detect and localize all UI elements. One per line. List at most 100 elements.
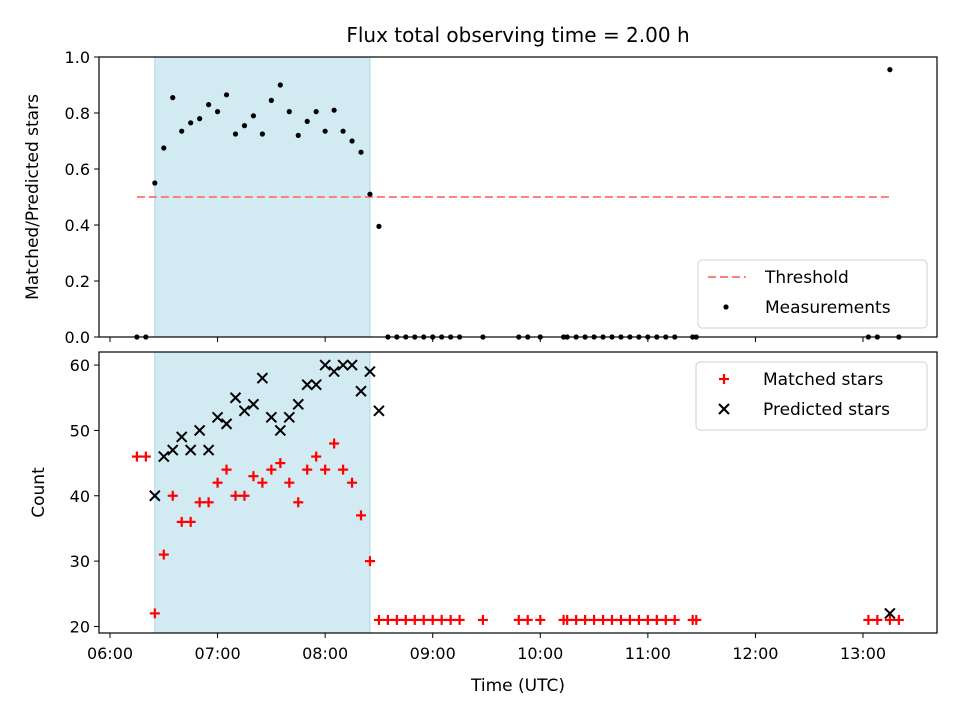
predicted-star-marker — [202, 444, 215, 456]
legend-measurements-label: Measurements — [765, 298, 891, 318]
legend-threshold-label: Threshold — [764, 268, 849, 288]
top-axes-frame — [98, 56, 938, 338]
top-y-tick-label: 0.0 — [65, 328, 90, 347]
top-panel: 0.0 0.2 0.4 0.6 0.8 1.0 Threshold Measurements — [65, 48, 938, 347]
predicted-star-marker — [319, 359, 331, 371]
measurement-point — [197, 116, 203, 122]
matched-star-marker — [624, 614, 635, 625]
measurement-point — [304, 118, 310, 124]
measurement-point — [331, 107, 337, 113]
measurement-point — [268, 97, 274, 103]
x-tick-label: 12:00 — [732, 644, 778, 663]
predicted-star-marker — [355, 385, 367, 397]
bottom-y-tick-label: 60 — [70, 356, 90, 375]
top-y-tick-label: 0.2 — [65, 272, 90, 291]
matched-star-marker — [302, 464, 313, 475]
legend-predicted-swatch — [718, 403, 730, 415]
matched-star-marker — [239, 490, 250, 501]
top-y-axis-label: Matched/Predicted stars — [23, 94, 43, 300]
x-tick-label: 09:00 — [410, 644, 456, 663]
matched-star-marker — [872, 614, 883, 625]
matched-star-marker — [562, 614, 573, 625]
x-tick-label: 08:00 — [302, 644, 348, 663]
measurement-point — [161, 145, 167, 151]
matched-star-marker — [691, 614, 702, 625]
matched-star-marker — [293, 497, 304, 508]
matched-star-marker — [275, 458, 286, 469]
matched-star-marker — [194, 497, 205, 508]
predicted-star-marker — [167, 444, 179, 456]
measurement-point — [214, 109, 221, 115]
matched-star-marker — [513, 614, 524, 625]
x-tick-label: 07:00 — [195, 644, 241, 663]
predicted-star-marker — [274, 424, 287, 437]
bottom-legend-box — [695, 361, 928, 431]
measurement-point — [313, 109, 319, 115]
matched-star-marker — [580, 614, 591, 625]
bottom-shaded-interval — [154, 351, 371, 634]
bottom-y-axis-label: Count — [29, 467, 49, 518]
predicted-star-marker — [310, 378, 322, 391]
matched-star-marker — [347, 477, 358, 488]
matched-star-marker — [535, 614, 546, 625]
chart-title: Flux total observing time = 2.00 h — [346, 23, 689, 47]
bottom-y-tick-label: 40 — [70, 487, 90, 506]
matched-star-marker — [248, 471, 259, 482]
measurement-point — [376, 223, 382, 229]
x-tick-label: 11:00 — [625, 644, 671, 663]
predicted-star-marker — [884, 607, 896, 620]
matched-star-marker — [338, 464, 349, 475]
predicted-star-marker — [256, 372, 269, 384]
bottom-y-tick-label: 20 — [70, 617, 90, 636]
top-y-tick-label: 0.4 — [65, 216, 90, 235]
matched-star-marker — [176, 516, 187, 527]
bottom-axes-frame — [98, 351, 938, 634]
measurement-point — [170, 95, 176, 101]
matched-star-marker — [140, 451, 151, 462]
matched-star-marker — [418, 614, 429, 625]
predicted-star-marker — [301, 378, 313, 391]
matched-star-marker — [158, 549, 169, 560]
x-axis-label: Time (UTC) — [470, 676, 565, 696]
matched-star-marker — [863, 614, 874, 625]
bottom-y-tick-label: 30 — [70, 552, 90, 571]
top-y-tick-label: 1.0 — [65, 48, 90, 67]
measurement-point — [887, 67, 893, 73]
measurement-point — [241, 123, 248, 129]
matched-star-marker — [400, 614, 411, 625]
top-y-tick-label: 0.8 — [65, 104, 90, 123]
predicted-star-marker — [211, 411, 224, 424]
matched-star-marker — [660, 614, 671, 625]
measurement-point — [340, 128, 346, 134]
matched-star-marker — [185, 516, 196, 527]
measurement-point — [188, 120, 194, 126]
matched-star-marker — [633, 614, 644, 625]
matched-star-marker — [669, 614, 680, 625]
matched-star-marker — [436, 614, 447, 625]
x-tick-label: 06:00 — [87, 644, 133, 663]
bottom-y-tick-label: 50 — [70, 421, 90, 440]
matched-star-marker — [598, 614, 609, 625]
predicted-star-marker — [373, 405, 385, 417]
predicted-star-marker — [229, 392, 242, 404]
matched-star-marker — [230, 490, 241, 501]
measurement-point — [179, 128, 185, 134]
measurement-point — [259, 131, 265, 137]
matched-star-marker — [373, 614, 384, 625]
measurement-point — [152, 180, 158, 186]
predicted-star-marker — [283, 411, 295, 424]
matched-star-marker — [522, 614, 533, 625]
predicted-star-marker — [337, 359, 349, 371]
legend-matched-label: Matched stars — [763, 370, 883, 390]
matched-star-marker — [571, 614, 582, 625]
measurement-point — [367, 191, 373, 197]
legend-measurement-swatch — [723, 304, 729, 310]
matched-star-marker — [477, 614, 488, 625]
matched-star-marker — [221, 464, 232, 475]
measurement-point — [349, 138, 355, 144]
matched-star-marker — [149, 608, 160, 619]
predicted-star-marker — [364, 365, 376, 378]
legend-predicted-label: Predicted stars — [763, 400, 890, 420]
matched-star-marker — [266, 464, 277, 475]
matched-star-marker — [589, 614, 600, 625]
